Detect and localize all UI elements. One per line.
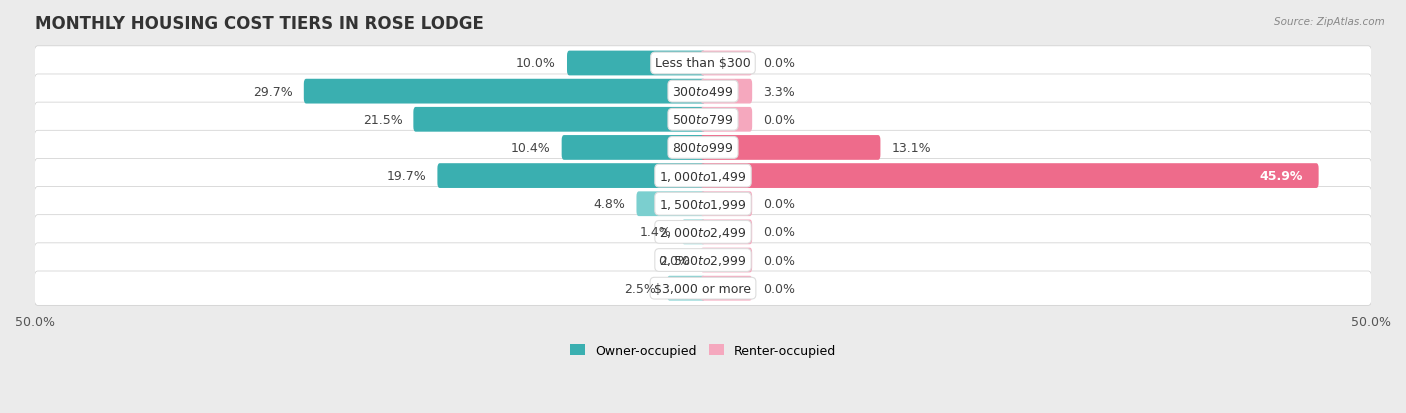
- FancyBboxPatch shape: [304, 80, 706, 104]
- Text: $2,500 to $2,999: $2,500 to $2,999: [659, 254, 747, 267]
- Text: 0.0%: 0.0%: [658, 254, 689, 267]
- FancyBboxPatch shape: [700, 52, 752, 76]
- FancyBboxPatch shape: [700, 192, 752, 216]
- Text: 3.3%: 3.3%: [763, 85, 794, 98]
- FancyBboxPatch shape: [700, 80, 752, 104]
- Text: $1,000 to $1,499: $1,000 to $1,499: [659, 169, 747, 183]
- Text: 10.4%: 10.4%: [510, 142, 551, 154]
- Text: 1.4%: 1.4%: [640, 226, 671, 239]
- FancyBboxPatch shape: [34, 131, 1372, 165]
- Text: 29.7%: 29.7%: [253, 85, 292, 98]
- Text: Source: ZipAtlas.com: Source: ZipAtlas.com: [1274, 17, 1385, 26]
- FancyBboxPatch shape: [34, 75, 1372, 109]
- Text: $2,000 to $2,499: $2,000 to $2,499: [659, 225, 747, 239]
- Legend: Owner-occupied, Renter-occupied: Owner-occupied, Renter-occupied: [565, 339, 841, 362]
- FancyBboxPatch shape: [668, 276, 706, 301]
- Text: MONTHLY HOUSING COST TIERS IN ROSE LODGE: MONTHLY HOUSING COST TIERS IN ROSE LODGE: [35, 15, 484, 33]
- Text: Less than $300: Less than $300: [655, 57, 751, 70]
- Text: $800 to $999: $800 to $999: [672, 142, 734, 154]
- Text: 0.0%: 0.0%: [763, 114, 796, 126]
- FancyBboxPatch shape: [700, 136, 880, 160]
- Text: $300 to $499: $300 to $499: [672, 85, 734, 98]
- FancyBboxPatch shape: [34, 187, 1372, 221]
- FancyBboxPatch shape: [700, 276, 752, 301]
- Text: 0.0%: 0.0%: [763, 254, 796, 267]
- Text: 0.0%: 0.0%: [763, 226, 796, 239]
- FancyBboxPatch shape: [567, 52, 706, 76]
- Text: 4.8%: 4.8%: [593, 198, 626, 211]
- Text: 2.5%: 2.5%: [624, 282, 657, 295]
- Text: $1,500 to $1,999: $1,500 to $1,999: [659, 197, 747, 211]
- FancyBboxPatch shape: [700, 108, 752, 132]
- FancyBboxPatch shape: [34, 215, 1372, 249]
- FancyBboxPatch shape: [700, 220, 752, 244]
- FancyBboxPatch shape: [34, 47, 1372, 81]
- FancyBboxPatch shape: [637, 192, 706, 216]
- FancyBboxPatch shape: [413, 108, 706, 132]
- Text: 45.9%: 45.9%: [1260, 170, 1303, 183]
- Text: $3,000 or more: $3,000 or more: [655, 282, 751, 295]
- Text: 21.5%: 21.5%: [363, 114, 402, 126]
- Text: 0.0%: 0.0%: [763, 57, 796, 70]
- FancyBboxPatch shape: [34, 159, 1372, 193]
- FancyBboxPatch shape: [34, 103, 1372, 137]
- FancyBboxPatch shape: [700, 248, 752, 273]
- Text: $500 to $799: $500 to $799: [672, 114, 734, 126]
- FancyBboxPatch shape: [700, 164, 1319, 188]
- FancyBboxPatch shape: [682, 220, 706, 244]
- FancyBboxPatch shape: [34, 243, 1372, 278]
- Text: 19.7%: 19.7%: [387, 170, 426, 183]
- FancyBboxPatch shape: [34, 271, 1372, 306]
- Text: 0.0%: 0.0%: [763, 282, 796, 295]
- FancyBboxPatch shape: [437, 164, 706, 188]
- Text: 13.1%: 13.1%: [891, 142, 931, 154]
- Text: 0.0%: 0.0%: [763, 198, 796, 211]
- Text: 10.0%: 10.0%: [516, 57, 555, 70]
- FancyBboxPatch shape: [561, 136, 706, 160]
